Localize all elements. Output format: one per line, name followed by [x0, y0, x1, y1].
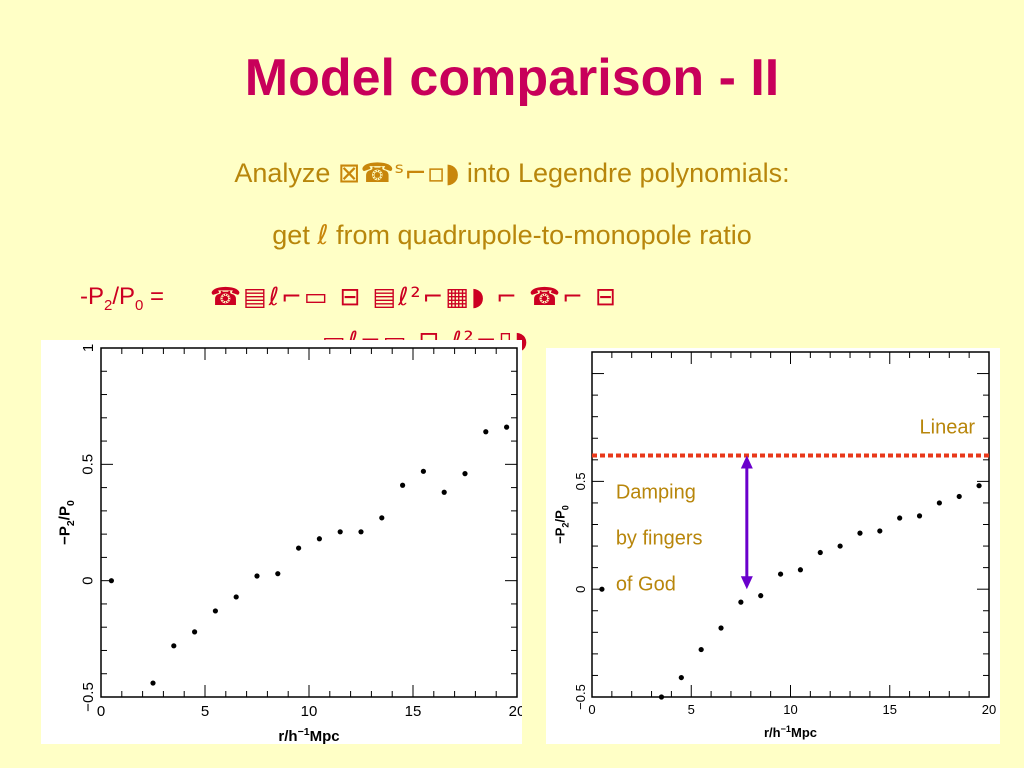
left-ytick-label: 0.5 — [80, 454, 97, 475]
right-data-point — [976, 483, 982, 489]
formula-sub-0: 0 — [135, 296, 144, 314]
right-data-point — [738, 599, 744, 605]
subtitle-suffix: into Legendre polynomials: — [459, 158, 790, 188]
right-data-point — [817, 549, 823, 556]
formula-p: -P — [80, 283, 104, 310]
left-xtick-label: 20 — [509, 703, 522, 720]
left-data-point — [275, 571, 281, 577]
left-data-point — [254, 573, 260, 579]
left-data-point — [233, 594, 239, 600]
left-data-point — [316, 536, 322, 542]
right-data-point — [837, 543, 843, 549]
left-scatter-plot: 0 5 10 15 20−0.500.51r/h−1Mpc−P2/P0 — [57, 344, 526, 745]
left-xtick-label: 10 — [301, 703, 318, 720]
right-xlabel: r/h−1Mpc — [764, 724, 817, 740]
right-xtick-label: 5 — [688, 702, 695, 717]
right-data-point — [758, 593, 764, 599]
subtitle2-suffix: from quadrupole-to-monopole ratio — [328, 220, 752, 250]
right-data-point — [678, 674, 684, 681]
damping-annotation-line: Damping — [616, 482, 696, 504]
right-data-point — [777, 571, 784, 577]
damping-annotation-line: by fingers — [616, 528, 703, 550]
right-data-point — [916, 513, 923, 519]
right-data-point — [857, 530, 863, 536]
right-ytick-label: 0.5 — [573, 472, 588, 490]
beta-glyph: ℓ — [317, 220, 329, 251]
right-xtick-label: 0 — [588, 702, 595, 717]
right-ytick-label: 0 — [573, 586, 588, 593]
left-xtick-label: 15 — [405, 703, 422, 720]
subtitle2-prefix: get — [272, 220, 318, 250]
left-data-point — [504, 424, 510, 430]
right-data-point — [658, 694, 665, 700]
subtitle-ratio: get ℓ from quadrupole-to-monopole ratio — [0, 218, 1024, 253]
right-data-point — [956, 493, 962, 500]
right-plot-frame — [591, 351, 990, 698]
right-data-point — [877, 528, 883, 534]
left-plot-panel: 0 5 10 15 20 −0.5 0 0.5 1 r/h−1Mpc −P2/P0 — [41, 340, 526, 745]
right-ylabel: −P2/P0 — [553, 505, 571, 544]
left-data-point — [212, 608, 218, 614]
formula-lhs: -P2/P0 = — [80, 282, 164, 321]
right-xtick-label: 20 — [982, 702, 996, 717]
left-xtick-label: 0 — [97, 703, 105, 720]
page-title: Model comparison - II — [244, 49, 780, 107]
left-xlabel: r/h−1Mpc — [278, 726, 339, 744]
formula-slash-p: /P — [112, 283, 136, 310]
left-data-point — [150, 680, 156, 686]
left-data-point — [420, 468, 426, 474]
subtitle-legendre: Analyze ⊠☎ˢ⌐▫◗ into Legendre polynomials… — [0, 156, 1024, 191]
left-xtick-label: 5 — [201, 703, 209, 720]
right-xtick-label: 10 — [783, 702, 797, 717]
left-data-point — [108, 578, 114, 584]
right-data-point — [698, 646, 704, 653]
left-data-point — [192, 629, 198, 635]
left-data-point — [441, 489, 447, 495]
left-data-point — [337, 529, 343, 535]
left-ytick-label: 0 — [80, 576, 97, 584]
damping-arrow-head-down — [740, 576, 753, 590]
left-data-point — [296, 545, 302, 551]
left-data-point — [379, 515, 385, 521]
left-data-point — [400, 482, 406, 488]
damping-arrow-head-up — [740, 455, 753, 469]
subtitle-prefix: Analyze — [234, 158, 338, 188]
right-xtick-label: 15 — [883, 702, 897, 717]
left-ytick-label: 1 — [80, 344, 97, 352]
left-data-point — [462, 471, 468, 477]
left-ytick-label: −0.5 — [80, 682, 97, 712]
left-data-point — [358, 529, 364, 535]
right-data-point — [599, 586, 605, 592]
right-data-point — [797, 567, 804, 573]
right-data-point — [718, 625, 724, 631]
symbol-glyphs: ⊠☎ˢ⌐▫◗ — [337, 158, 460, 189]
damping-annotation-line: of God — [616, 574, 676, 596]
right-data-point — [897, 515, 903, 521]
left-data-point — [171, 643, 177, 649]
left-data-point — [483, 429, 489, 435]
formula-equals: = — [143, 283, 165, 310]
left-ylabel: −P2/P0 — [57, 500, 78, 545]
formula-sub-2: 2 — [104, 296, 113, 314]
left-plot-frame — [100, 347, 518, 698]
right-scatter-plot: 0 5 10 15 20−0.500.5r/h−1Mpc−P2/P0LinearDamp… — [553, 351, 996, 740]
right-ytick-label: −0.5 — [573, 684, 588, 710]
right-data-point — [936, 500, 942, 506]
formula-numerator-glyphs: ☎▤ℓ⌐▭ ⊟ ▤ℓ²⌐▦◗ ⌐ ☎⌐ ⊟ — [210, 282, 619, 311]
right-plot-panel: 0 5 10 15 20 −0.5 0 0.5 r/h−1Mpc −P2/P0 Linear Damp… — [546, 348, 1000, 744]
linear-label: Linear — [920, 417, 976, 439]
